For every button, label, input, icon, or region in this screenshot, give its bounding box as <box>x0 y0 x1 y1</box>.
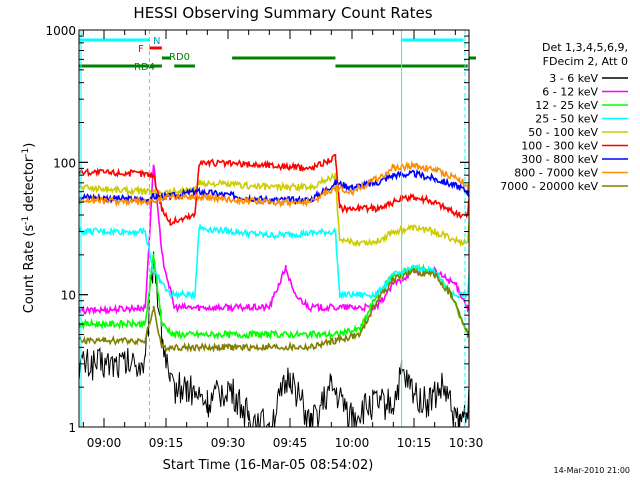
x-axis-ticks: 09:00 09:15 09:30 09:45 10:00 10:15 10:30 <box>82 30 484 450</box>
x-tick-label: 10:30 <box>449 436 484 450</box>
series-lines <box>79 153 469 427</box>
x-tick-label: 09:30 <box>211 436 246 450</box>
series-line <box>79 171 469 248</box>
y-label-sup2: -1 <box>21 148 31 157</box>
legend-entry-label: 12 - 25 keV <box>535 99 598 112</box>
legend-entry-label: 300 - 800 keV <box>521 153 598 166</box>
y-tick-label: 100 <box>53 156 76 170</box>
series-line <box>79 160 469 209</box>
legend-entry-label: 800 - 7000 keV <box>514 167 598 180</box>
x-tick-label: 09:15 <box>149 436 184 450</box>
rd4-flag-label: RD4 <box>134 62 155 73</box>
plot-frame <box>78 29 470 428</box>
legend: Det 1,3,4,5,6,9, FDecim 2, Att 0 3 - 6 k… <box>500 41 628 193</box>
y-label-sup1: -1 <box>21 216 31 225</box>
y-tick-label: 1000 <box>45 24 76 38</box>
legend-header-1: Det 1,3,4,5,6,9, <box>542 41 628 54</box>
legend-entry-label: 6 - 12 keV <box>542 86 598 99</box>
rd0-flag-label: RD0 <box>169 52 190 63</box>
y-axis-label: Count Rate (s-1 detector-1) <box>21 143 37 314</box>
series-line <box>79 251 469 427</box>
series-line <box>79 153 469 226</box>
series-line <box>79 268 469 353</box>
legend-entry-label: 3 - 6 keV <box>549 72 598 85</box>
series-line <box>79 222 469 301</box>
x-tick-label: 10:00 <box>335 436 370 450</box>
y-tick-label: 10 <box>61 289 76 303</box>
x-tick-label: 10:15 <box>397 436 432 450</box>
y-label-end: ) <box>22 143 37 148</box>
legend-header-2: FDecim 2, Att 0 <box>543 55 628 68</box>
footer-date: 14-Mar-2010 21:00 <box>554 466 631 475</box>
vertical-markers <box>80 30 466 427</box>
flare-flag-label: F <box>138 44 144 55</box>
x-tick-label: 09:45 <box>273 436 308 450</box>
y-tick-label: 1 <box>68 421 76 435</box>
legend-entry-label: 25 - 50 keV <box>535 113 598 126</box>
x-tick-label: 09:00 <box>87 436 122 450</box>
y-label-mid: detector <box>22 156 37 216</box>
legend-entry-label: 7000 - 20000 keV <box>500 180 598 193</box>
night-flag-label: N <box>153 36 160 47</box>
x-axis-label: Start Time (16-Mar-05 08:54:02) <box>163 458 374 473</box>
y-axis-ticks: 1 10 100 1000 <box>45 24 469 435</box>
legend-entry-label: 50 - 100 keV <box>528 126 598 139</box>
chart-title: HESSI Observing Summary Count Rates <box>133 4 432 22</box>
y-label-main: Count Rate (s <box>22 225 37 314</box>
legend-entry-label: 100 - 300 keV <box>521 140 598 153</box>
